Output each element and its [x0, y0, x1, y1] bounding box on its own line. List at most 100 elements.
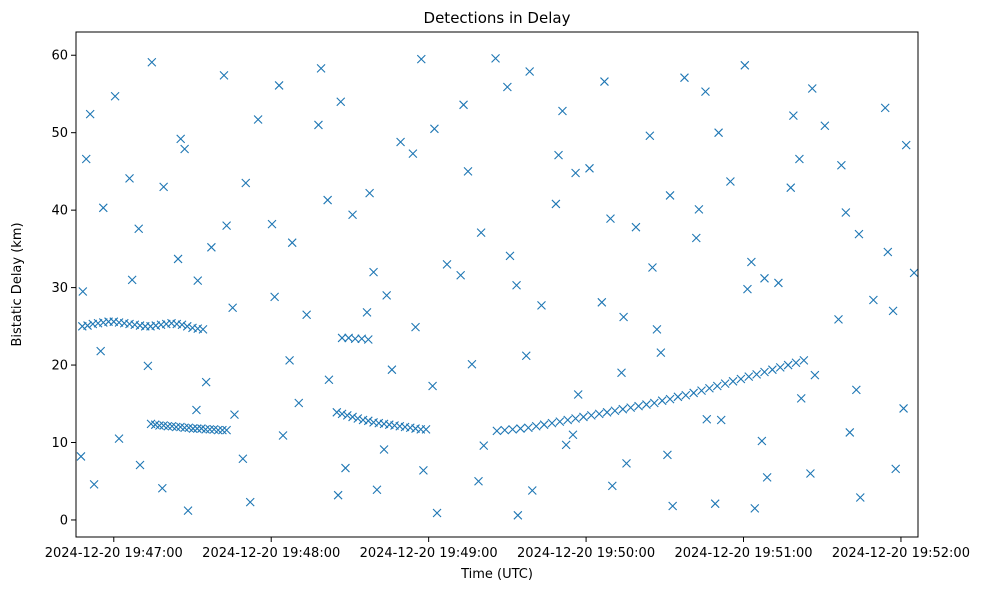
- data-point: [491, 53, 500, 63]
- data-point: [841, 208, 851, 217]
- data-point: [726, 177, 735, 186]
- data-point: [222, 221, 231, 231]
- data-point: [85, 109, 95, 119]
- data-point: [500, 425, 510, 435]
- data-point: [512, 280, 521, 290]
- data-point: [617, 368, 626, 378]
- data-point: [125, 173, 134, 183]
- data-point: [114, 434, 124, 444]
- data-point: [681, 390, 691, 400]
- data-point: [691, 233, 701, 243]
- data-point: [767, 365, 777, 375]
- data-point: [594, 409, 604, 419]
- data-point: [183, 506, 193, 516]
- plot-frame: [75, 31, 919, 538]
- y-tick-label: 10: [51, 436, 68, 451]
- data-point: [883, 247, 893, 257]
- data-point: [568, 430, 578, 440]
- data-point: [135, 460, 145, 470]
- data-point: [525, 67, 535, 76]
- data-point: [579, 412, 588, 422]
- data-point: [253, 115, 263, 124]
- y-axis-ticks: 0 10 20 30 40 50 60: [51, 49, 76, 528]
- data-point: [673, 392, 683, 402]
- data-point: [649, 398, 659, 408]
- data-point: [177, 320, 187, 330]
- data-point: [382, 290, 392, 300]
- data-point: [192, 424, 202, 433]
- data-point: [316, 64, 326, 73]
- x-tick-label: 2024-12-20 19:52:00: [832, 546, 970, 561]
- data-point: [791, 358, 801, 368]
- data-point: [845, 428, 855, 437]
- data-point: [606, 214, 615, 224]
- data-point: [428, 381, 437, 391]
- data-point: [663, 450, 672, 460]
- data-point: [505, 251, 515, 261]
- data-point: [287, 238, 297, 248]
- data-point: [379, 445, 389, 454]
- data-point: [642, 400, 651, 409]
- data-point: [746, 257, 756, 267]
- data-point: [648, 263, 657, 272]
- data-point: [348, 210, 357, 220]
- data-point: [228, 303, 238, 313]
- data-point: [585, 163, 594, 173]
- data-point: [363, 335, 373, 344]
- x-tick-label: 2024-12-20 19:51:00: [674, 546, 812, 561]
- data-point: [586, 411, 596, 420]
- data-point: [531, 421, 541, 431]
- data-point: [710, 499, 720, 509]
- data-point: [372, 485, 382, 495]
- data-point: [657, 396, 667, 406]
- data-point: [180, 144, 190, 154]
- x-tick-label: 2024-12-20 19:47:00: [45, 546, 183, 561]
- data-point: [694, 204, 704, 214]
- data-point: [270, 292, 280, 302]
- data-point: [795, 154, 804, 164]
- data-point: [408, 149, 418, 158]
- data-point: [597, 297, 607, 307]
- data-point: [720, 379, 730, 389]
- data-point: [96, 346, 106, 356]
- data-point: [173, 254, 183, 264]
- data-point: [188, 424, 198, 433]
- data-point: [783, 360, 793, 370]
- data-point: [222, 425, 231, 435]
- data-point: [619, 312, 628, 322]
- data-point: [463, 167, 473, 176]
- data-point: [752, 369, 762, 379]
- data-point: [245, 497, 255, 507]
- data-point: [492, 426, 502, 436]
- y-tick-label: 60: [51, 49, 68, 64]
- data-point: [712, 381, 722, 391]
- data-point: [201, 424, 211, 434]
- x-axis-ticks: 2024-12-20 19:47:00 2024-12-20 19:48:00 20…: [45, 537, 970, 561]
- data-point: [78, 287, 88, 296]
- data-point: [834, 314, 843, 324]
- data-point: [854, 229, 864, 239]
- data-point: [238, 454, 248, 464]
- data-point: [573, 390, 583, 399]
- data-point: [820, 121, 830, 131]
- data-point: [502, 82, 512, 92]
- data-point: [176, 134, 186, 144]
- data-point: [750, 503, 760, 513]
- data-point: [645, 131, 655, 141]
- data-point: [705, 383, 714, 393]
- data-point: [665, 394, 675, 404]
- y-tick-label: 20: [51, 359, 68, 374]
- data-point: [537, 301, 546, 310]
- data-point: [274, 81, 284, 90]
- data-point: [740, 60, 750, 70]
- y-axis-label: Bistatic Delay (km): [10, 222, 25, 346]
- data-point: [81, 154, 91, 164]
- data-point: [563, 415, 573, 425]
- data-markers: [76, 53, 919, 520]
- data-point: [757, 436, 767, 446]
- data-point: [219, 70, 229, 80]
- data-point: [891, 464, 901, 474]
- data-point: [880, 103, 890, 113]
- data-point: [159, 182, 169, 192]
